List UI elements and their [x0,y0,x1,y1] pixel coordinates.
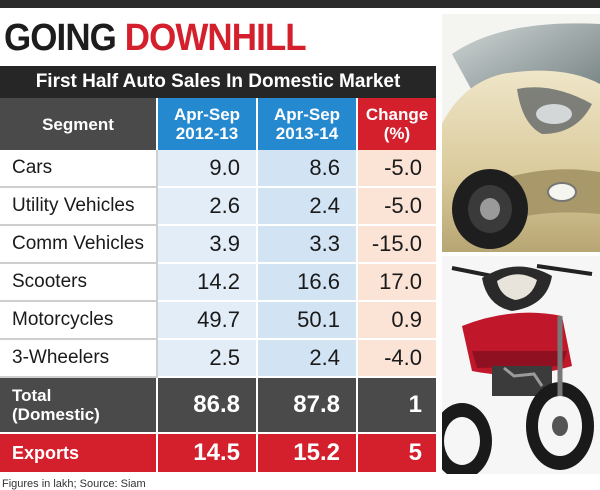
segment-cell: Comm Vehicles [0,226,158,264]
exports-2012-13: 14.5 [158,434,258,472]
table-row: Utility Vehicles 2.6 2.4 -5.0 [0,188,436,226]
value-2013-14: 16.6 [258,264,358,302]
total-row: Total (Domestic) 86.8 87.8 1 [0,378,436,434]
header-col3-line1: Change [365,105,429,124]
table-row: Comm Vehicles 3.9 3.3 -15.0 [0,226,436,264]
header-col2-line2: 2013-14 [275,124,339,143]
total-2012-13: 86.8 [158,378,258,434]
header-segment: Segment [0,98,158,150]
change-value: 17.0 [358,264,436,302]
segment-cell: Utility Vehicles [0,188,158,226]
header-col2-line1: Apr-Sep [273,105,341,124]
total-label-line2: (Domestic) [12,405,100,424]
header-col1-line1: Apr-Sep [173,105,241,124]
value-2013-14: 50.1 [258,302,358,340]
value-2012-13: 2.6 [158,188,258,226]
value-2012-13: 3.9 [158,226,258,264]
title-part-1: GOING [4,17,117,59]
segment-cell: Cars [0,150,158,188]
value-2012-13: 14.2 [158,264,258,302]
total-change: 1 [358,378,436,434]
title-part-2: DOWNHILL [124,17,307,59]
table-row: 3-Wheelers 2.5 2.4 -4.0 [0,340,436,378]
value-2013-14: 2.4 [258,188,358,226]
change-value: 0.9 [358,302,436,340]
source-footnote: Figures in lakh; Source: Siam [2,478,146,490]
value-2013-14: 2.4 [258,340,358,378]
car-photo [442,14,600,252]
value-2013-14: 8.6 [258,150,358,188]
value-2013-14: 3.3 [258,226,358,264]
change-value: -5.0 [358,188,436,226]
header-col3-line2: (%) [383,124,411,143]
segment-cell: 3-Wheelers [0,340,158,378]
table-subtitle: First Half Auto Sales In Domestic Market [0,66,436,98]
exports-row: Exports 14.5 15.2 5 [0,434,436,472]
value-2012-13: 9.0 [158,150,258,188]
table-header-row: Segment Apr-Sep 2012-13 Apr-Sep 2013-14 Ch… [0,98,436,150]
page-title: GOING DOWNHILL [4,14,307,62]
change-value: -5.0 [358,150,436,188]
total-label: Total (Domestic) [0,378,158,434]
header-col-change: Change (%) [358,98,436,150]
total-2013-14: 87.8 [258,378,358,434]
table-row: Cars 9.0 8.6 -5.0 [0,150,436,188]
motorcycle-photo [442,256,600,474]
value-2012-13: 2.5 [158,340,258,378]
exports-label: Exports [0,434,158,472]
segment-cell: Motorcycles [0,302,158,340]
table-row: Motorcycles 49.7 50.1 0.9 [0,302,436,340]
header-col1-line2: 2012-13 [175,124,239,143]
header-col-2013-14: Apr-Sep 2013-14 [258,98,358,150]
value-2012-13: 49.7 [158,302,258,340]
change-value: -15.0 [358,226,436,264]
header-col-2012-13: Apr-Sep 2012-13 [158,98,258,150]
top-rule [0,0,600,8]
total-label-line1: Total [12,386,52,405]
exports-2013-14: 15.2 [258,434,358,472]
exports-change: 5 [358,434,436,472]
change-value: -4.0 [358,340,436,378]
table-row: Scooters 14.2 16.6 17.0 [0,264,436,302]
segment-cell: Scooters [0,264,158,302]
